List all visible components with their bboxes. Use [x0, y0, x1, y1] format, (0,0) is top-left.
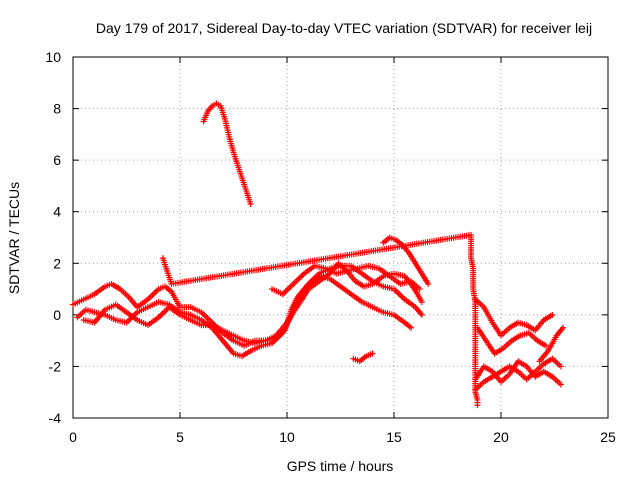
y-axis-label: SDTVAR / TECUs [6, 182, 22, 294]
x-tick-label: 20 [493, 429, 509, 445]
x-tick-label: 15 [386, 429, 402, 445]
x-axis-label: GPS time / hours [287, 458, 394, 474]
data-point-track-b [408, 324, 415, 331]
data-point-track-f [247, 200, 254, 207]
data-point-track-h [474, 402, 481, 409]
y-tick-label: 8 [53, 101, 61, 117]
axis-ticks [72, 56, 609, 419]
data-point-track-j [542, 342, 549, 349]
x-tick-label: 25 [600, 429, 616, 445]
data-point-track-g [369, 350, 376, 357]
plot-frame [72, 56, 609, 419]
y-tick-label: -2 [49, 358, 62, 374]
data-point-track-i [549, 311, 556, 318]
data-point-track-m [560, 324, 567, 331]
y-tick-label: -4 [49, 410, 62, 426]
y-tick-label: 0 [53, 307, 61, 323]
x-tick-label: 10 [279, 429, 295, 445]
data-point-track-a [418, 311, 425, 318]
y-tick-label: 2 [53, 255, 61, 271]
data-point-track-e [425, 280, 432, 287]
data-points [70, 100, 567, 409]
tick-labels: 0 5 10 15 20 25 -4 -2 0 2 4 6 8 10 [45, 49, 616, 445]
x-tick-label: 5 [176, 429, 184, 445]
data-point-track-c [418, 298, 425, 305]
y-tick-label: 10 [45, 49, 61, 65]
y-tick-label: 4 [53, 204, 61, 220]
chart-title: Day 179 of 2017, Sidereal Day-to-day VTE… [96, 20, 592, 36]
data-point-track-k [557, 381, 564, 388]
y-tick-label: 6 [53, 152, 61, 168]
x-tick-label: 0 [69, 429, 77, 445]
data-point-track-l [557, 363, 564, 370]
data-point-track-d [416, 286, 423, 293]
